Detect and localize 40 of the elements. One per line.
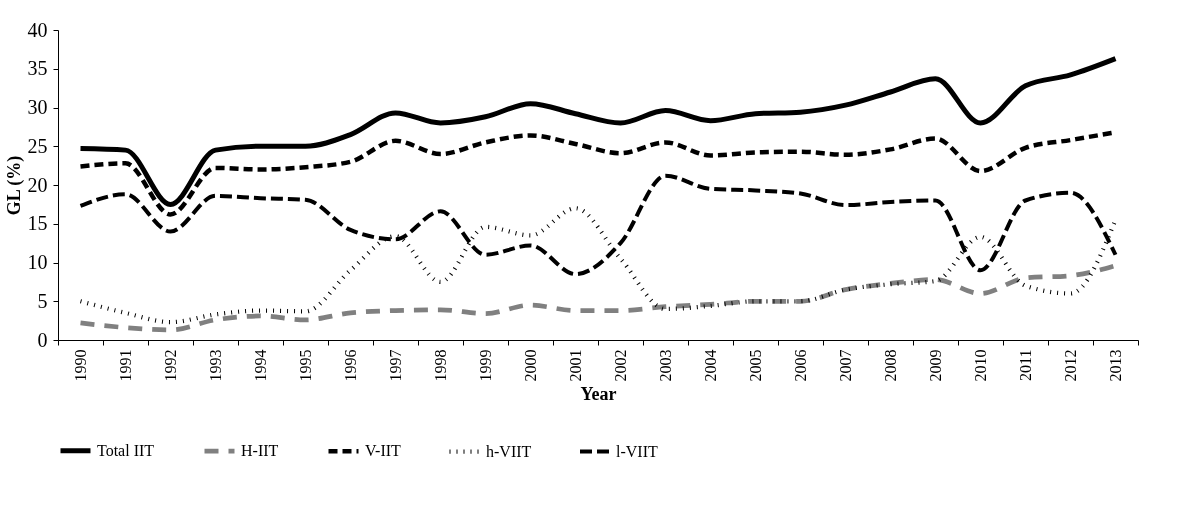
legend-label: h-VIIT <box>486 442 532 460</box>
legend-label: V-IIT <box>365 442 402 460</box>
x-tick-label: 1991 <box>117 349 134 382</box>
x-tick-label: 2007 <box>837 349 854 382</box>
x-tick-label: 2008 <box>882 349 899 382</box>
x-tick-label: 2003 <box>657 349 674 382</box>
x-tick-label: 1993 <box>207 349 224 382</box>
y-tick-label: 35 <box>27 57 48 80</box>
legend-label: H-IIT <box>241 442 279 459</box>
x-axis-title: Year <box>580 383 617 404</box>
legend-label: Total IIT <box>97 441 155 459</box>
x-tick-label: 2010 <box>972 349 989 382</box>
x-tick-label: 2000 <box>522 349 539 382</box>
y-tick-label: 25 <box>27 134 48 157</box>
x-tick-label: 2001 <box>567 349 584 382</box>
y-tick-label: 30 <box>27 96 48 118</box>
y-tick-label: 5 <box>37 289 48 312</box>
x-tick-label: 2013 <box>1107 349 1124 382</box>
x-tick-label: 1994 <box>252 349 269 382</box>
x-tick-label: 2009 <box>927 349 944 382</box>
x-tick-label: 1998 <box>432 349 449 382</box>
x-tick-label: 1992 <box>162 349 179 382</box>
y-tick-label: 10 <box>27 251 48 273</box>
x-tick-label: 1999 <box>477 349 494 382</box>
x-tick-label: 2002 <box>612 349 629 382</box>
x-tick-label: 2011 <box>1017 349 1034 381</box>
y-tick-label: 20 <box>27 173 48 196</box>
x-tick-label: 2005 <box>747 349 764 382</box>
x-tick-label: 1995 <box>297 349 314 382</box>
x-tick-label: 2012 <box>1062 349 1079 382</box>
y-axis-title: GL (%) <box>3 155 25 216</box>
x-tick-label: 2004 <box>702 349 719 382</box>
y-tick-label: 40 <box>27 18 48 41</box>
x-tick-label: 2006 <box>792 349 809 382</box>
legend-label: l-VIIT <box>616 442 658 460</box>
x-tick-label: 1997 <box>387 349 404 382</box>
y-tick-label: 15 <box>27 212 48 235</box>
x-tick-label: 1996 <box>342 349 359 382</box>
x-tick-label: 1990 <box>72 349 89 382</box>
y-tick-label: 0 <box>37 328 48 351</box>
